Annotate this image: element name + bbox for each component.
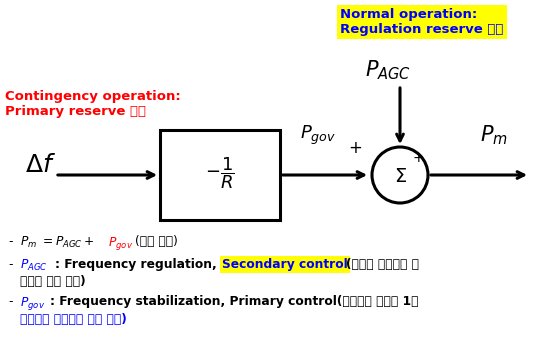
- Text: 예비력을 사용하여 출력 조절): 예비력을 사용하여 출력 조절): [20, 313, 126, 326]
- Text: $P_{gov}$: $P_{gov}$: [108, 235, 133, 252]
- Text: $P_{gov}$: $P_{gov}$: [300, 124, 336, 147]
- Circle shape: [372, 147, 428, 203]
- Text: $= P_{AGC} + $: $= P_{AGC} + $: [40, 235, 95, 250]
- Text: $+$: $+$: [348, 139, 362, 157]
- Text: $P_{AGC}$: $P_{AGC}$: [365, 58, 411, 81]
- Bar: [160, 130, 280, 220]
- Text: Secondary control: Secondary control: [222, 258, 348, 271]
- Text: : Frequency stabilization, Primary control(조속기가 스스로 1차: : Frequency stabilization, Primary contr…: [50, 295, 419, 308]
- Text: (밸브 조절): (밸브 조절): [135, 235, 178, 248]
- Text: Contingency operation:
Primary reserve 사용: Contingency operation: Primary reserve 사…: [5, 90, 181, 118]
- Text: $+$: $+$: [412, 151, 424, 165]
- Text: $P_{gov}$: $P_{gov}$: [20, 295, 45, 312]
- Text: : Frequency regulation,: : Frequency regulation,: [55, 258, 221, 271]
- Text: 시하여 출력 조절): 시하여 출력 조절): [20, 275, 86, 288]
- Text: -: -: [8, 258, 13, 271]
- Text: $P_m$: $P_m$: [20, 235, 37, 250]
- Text: $-\dfrac{1}{R}$: $-\dfrac{1}{R}$: [205, 155, 235, 191]
- Text: Normal operation:
Regulation reserve 사용: Normal operation: Regulation reserve 사용: [340, 8, 503, 36]
- Text: $\Sigma$: $\Sigma$: [393, 167, 406, 187]
- Text: $\Delta f$: $\Delta f$: [25, 153, 56, 177]
- Text: (시스템 운영자가 지: (시스템 운영자가 지: [346, 258, 419, 271]
- Text: $P_m$: $P_m$: [480, 124, 508, 147]
- Text: $P_{AGC}$: $P_{AGC}$: [20, 258, 48, 273]
- Text: -: -: [8, 235, 13, 248]
- Text: -: -: [8, 295, 13, 308]
